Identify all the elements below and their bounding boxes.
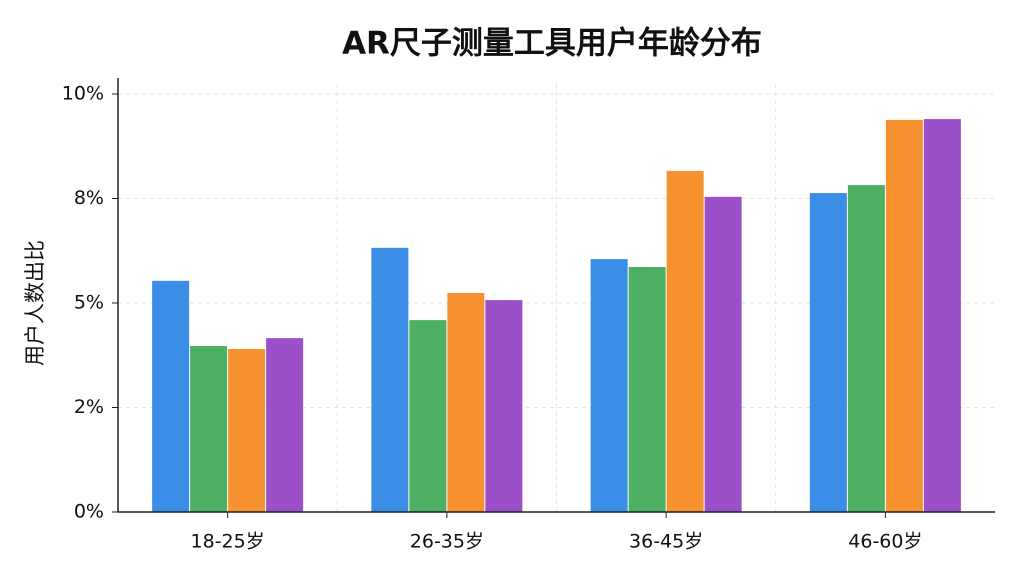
- bar: [628, 267, 666, 512]
- x-tick-label: 46-60岁: [848, 531, 922, 553]
- bar: [485, 300, 523, 512]
- bar: [704, 196, 742, 512]
- y-tick-label: 8%: [74, 187, 104, 209]
- y-tick-label: 2%: [74, 396, 104, 418]
- chart-title: AR尺子测量工具用户年龄分布: [342, 26, 762, 62]
- bar: [923, 119, 961, 512]
- bar: [228, 348, 266, 512]
- x-tick-label: 36-45岁: [629, 531, 703, 553]
- y-tick-label: 0%: [74, 501, 104, 523]
- bar: [885, 119, 923, 512]
- bar: [809, 193, 847, 513]
- bar: [266, 338, 304, 512]
- bar: [371, 247, 409, 512]
- y-tick-label: 10%: [62, 83, 104, 105]
- bar: [847, 185, 885, 512]
- x-tick-label: 18-25岁: [191, 531, 265, 553]
- bar: [666, 170, 704, 513]
- bar: [409, 320, 447, 512]
- y-axis-label: 用户人数出比: [23, 240, 47, 366]
- y-tick-label: 5%: [74, 292, 104, 314]
- bar: [447, 292, 485, 512]
- bar: [590, 259, 628, 512]
- bar: [152, 280, 190, 512]
- x-tick-label: 26-35岁: [410, 531, 484, 553]
- bar: [190, 346, 228, 512]
